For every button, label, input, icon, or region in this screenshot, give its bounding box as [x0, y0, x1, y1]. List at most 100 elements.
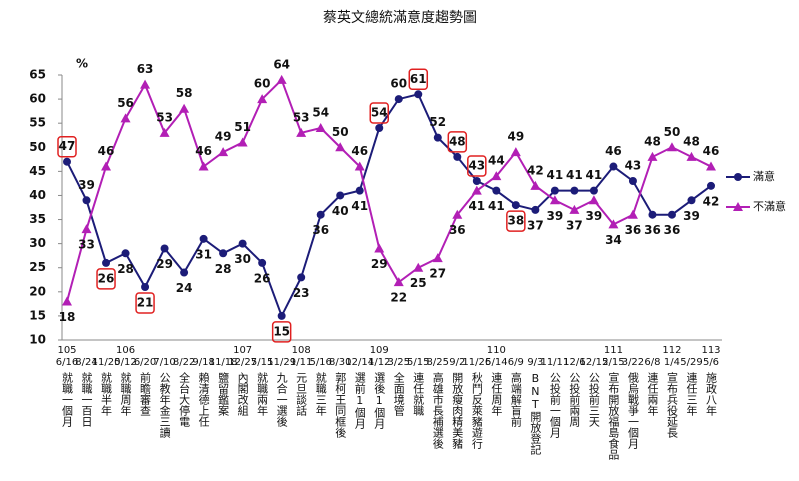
point	[82, 196, 91, 205]
point	[81, 224, 92, 234]
value-label: 21	[137, 296, 154, 310]
series-line	[66, 78, 712, 302]
year-label: 109	[370, 345, 389, 356]
event-label: 鹽留鑑案	[217, 371, 230, 416]
event-label: 全面境管	[392, 371, 405, 417]
x-tick-label: 6/20	[134, 357, 156, 368]
x-tick-label: 1/11	[290, 357, 312, 368]
event-label: 高端解盲前	[509, 371, 522, 428]
point	[160, 244, 169, 253]
event-label: 開放瘦肉精美豬	[451, 372, 464, 450]
year-label: 112	[662, 345, 681, 356]
point	[335, 142, 346, 152]
point	[101, 161, 112, 171]
point	[530, 180, 541, 190]
value-label: 36	[625, 223, 642, 237]
event-label: 選後1個月	[373, 372, 386, 429]
value-label: 39	[683, 209, 700, 223]
y-axis-label: %	[76, 57, 88, 71]
value-label: 42	[527, 163, 544, 177]
point	[511, 201, 520, 210]
x-tick-label: 12/14	[345, 357, 374, 368]
point	[355, 186, 364, 195]
event-label: BNT開放登記	[529, 372, 542, 456]
series-line	[66, 93, 712, 319]
value-label: 22	[390, 291, 407, 305]
value-label: 31	[195, 247, 212, 261]
point	[393, 277, 404, 287]
value-label: 36	[312, 223, 329, 237]
value-label: 51	[234, 120, 251, 134]
year-label: 108	[292, 345, 311, 356]
event-label: 就職半年	[100, 371, 113, 416]
event-label: 郭柯王同框後	[334, 372, 347, 438]
point	[686, 151, 697, 161]
value-label: 29	[371, 257, 388, 271]
event-label: 連任三年	[685, 371, 698, 416]
value-label: 47	[59, 139, 76, 153]
year-label: 113	[701, 345, 720, 356]
x-tick-label: 8/22	[173, 357, 195, 368]
value-label: 37	[566, 218, 583, 232]
legend-marker	[734, 173, 742, 181]
value-label: 36	[449, 223, 466, 237]
point	[199, 234, 208, 243]
value-label: 39	[78, 178, 95, 192]
x-tick-label: 12/15	[579, 357, 608, 368]
value-label: 30	[234, 252, 251, 266]
value-label: 54	[371, 106, 388, 120]
point	[608, 219, 619, 229]
value-label: 60	[390, 77, 407, 91]
x-tick-label: 6/9	[508, 357, 524, 368]
value-label: 40	[332, 204, 349, 218]
x-tick-label: 8/30	[329, 357, 351, 368]
event-label: 公投前一個月	[548, 372, 561, 438]
value-label: 27	[429, 267, 446, 281]
point	[394, 95, 403, 104]
point	[316, 210, 325, 219]
legend-label: 滿意	[753, 169, 775, 183]
point	[140, 79, 151, 89]
x-tick-label: 9/18	[192, 357, 214, 368]
point	[433, 133, 442, 142]
value-label: 39	[586, 209, 603, 223]
x-tick-label: 5/14	[485, 357, 507, 368]
value-label: 38	[507, 214, 524, 228]
event-label: 高雄市長補選後	[431, 371, 444, 449]
point	[121, 249, 130, 258]
value-label: 41	[547, 168, 564, 182]
value-label: 41	[351, 199, 368, 213]
point	[179, 103, 190, 113]
point	[296, 127, 307, 137]
y-tick-label: 25	[29, 260, 46, 274]
x-tick-label: 1/12	[368, 357, 390, 368]
event-label: 公投前三天	[587, 372, 600, 428]
point	[375, 124, 384, 132]
point	[491, 171, 502, 181]
point	[159, 127, 170, 137]
point	[628, 177, 637, 185]
year-label: 107	[233, 345, 252, 356]
value-label: 49	[215, 130, 232, 144]
value-label: 63	[137, 62, 154, 76]
point	[549, 195, 560, 205]
event-label: 就職兩年	[256, 371, 269, 416]
value-label: 46	[98, 144, 115, 158]
value-label: 44	[488, 154, 505, 168]
x-tick-label: 7/10	[153, 357, 175, 368]
point	[218, 147, 229, 157]
point	[198, 161, 209, 171]
value-label: 28	[117, 262, 134, 276]
event-label: 俄烏戰爭一個月	[626, 372, 639, 449]
value-label: 15	[273, 324, 290, 338]
value-label: 58	[176, 86, 193, 100]
x-tick-label: 6/8	[644, 357, 660, 368]
x-tick-label: 5/29	[680, 357, 702, 368]
y-tick-label: 15	[29, 308, 46, 322]
point	[315, 123, 326, 132]
point	[120, 113, 131, 123]
x-tick-label: 2/15	[602, 357, 624, 368]
point	[258, 258, 267, 267]
point	[647, 151, 658, 161]
point	[707, 181, 715, 190]
